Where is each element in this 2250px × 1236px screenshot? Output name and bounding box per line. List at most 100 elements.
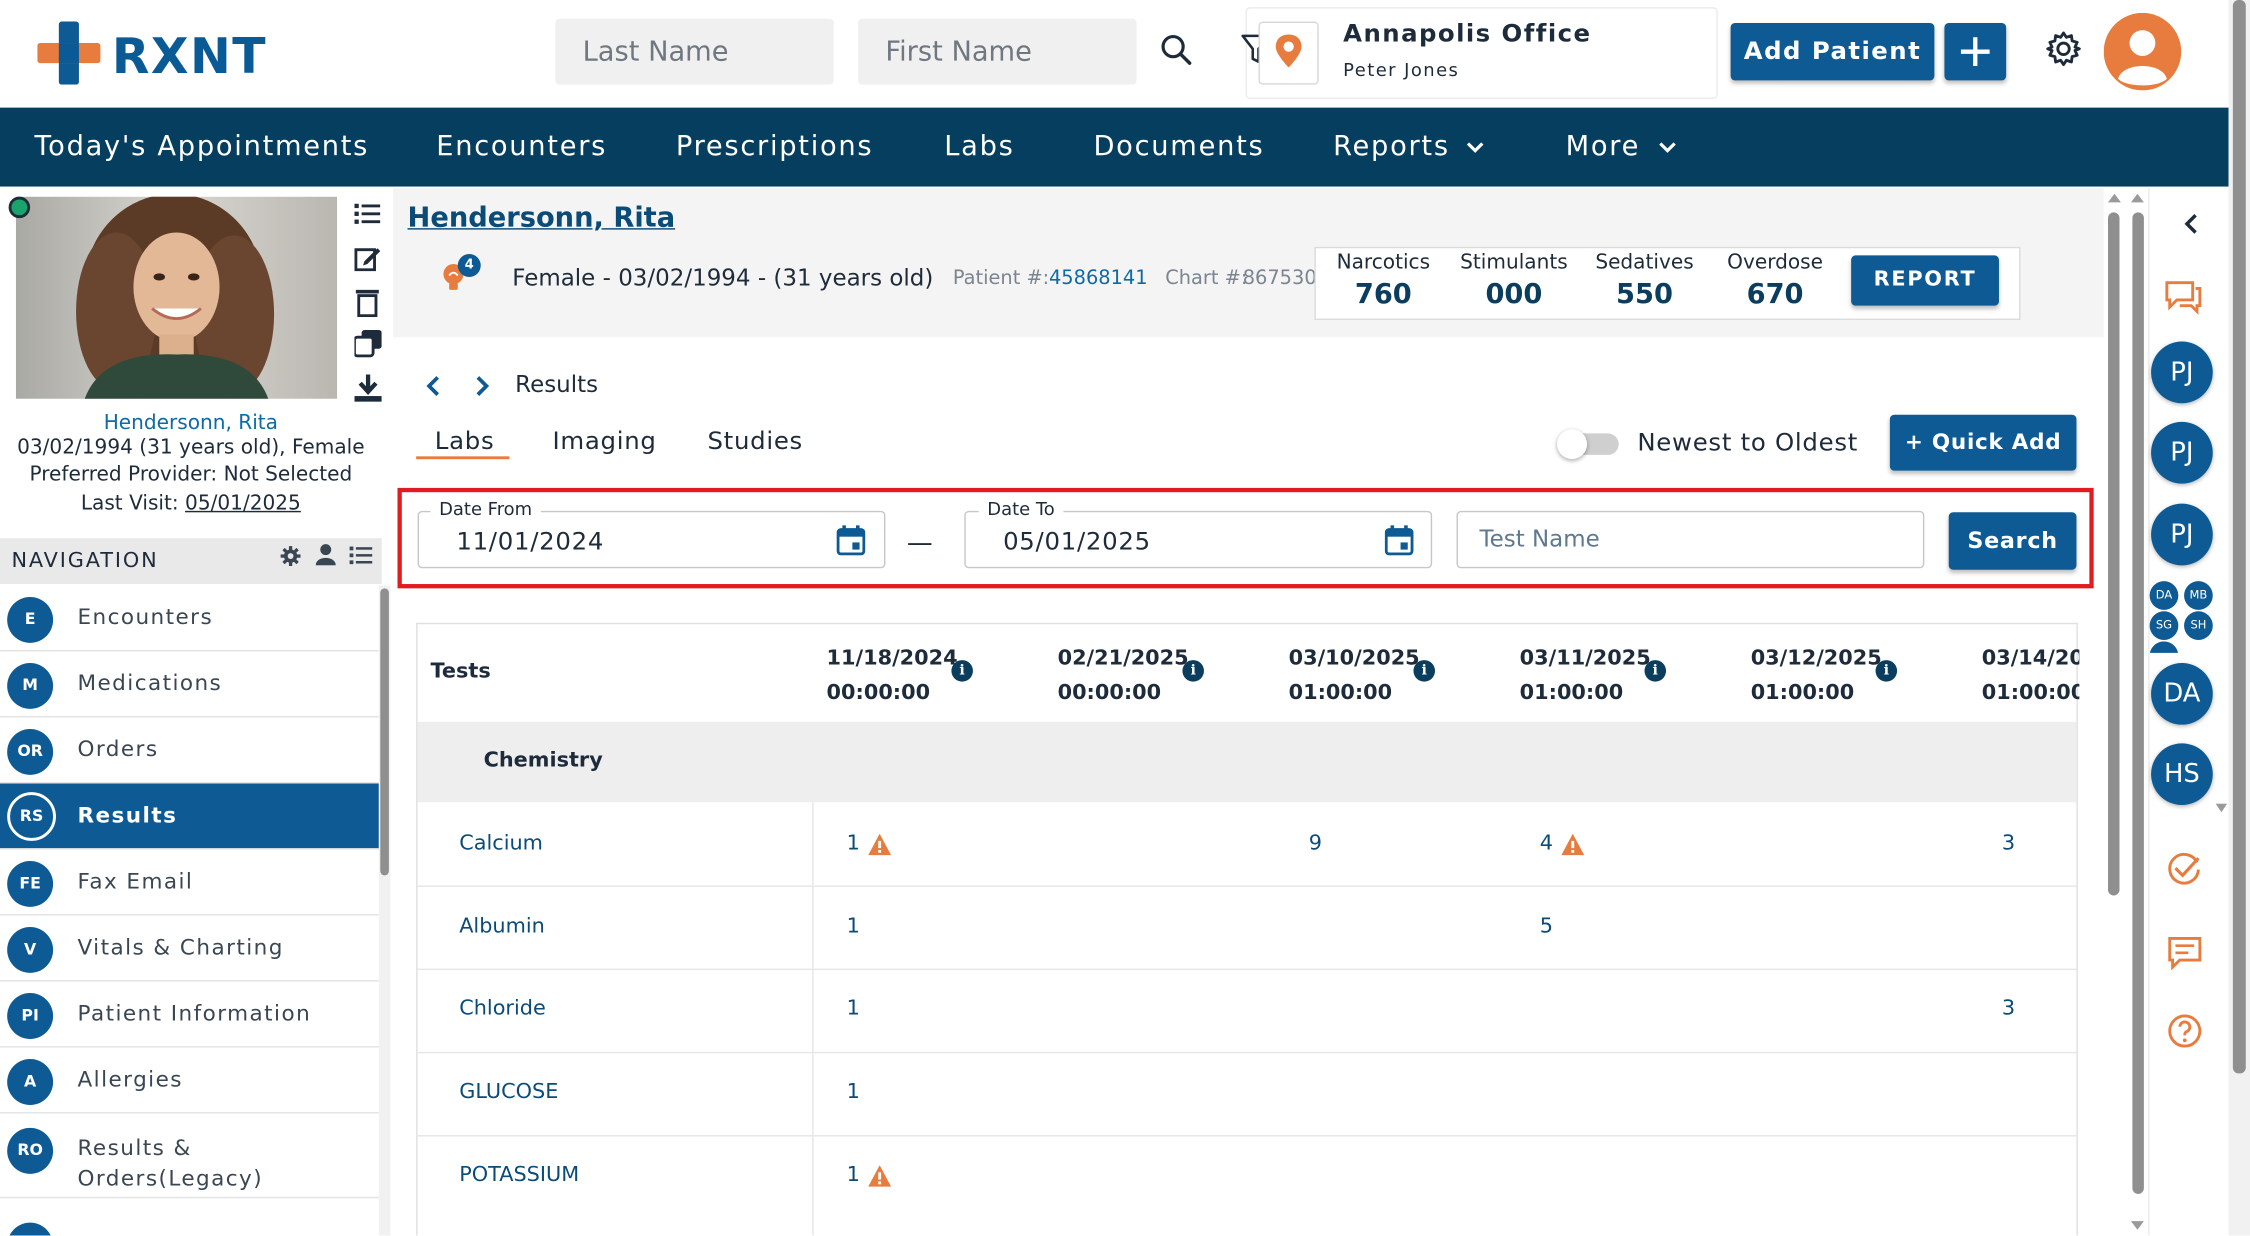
last-name-input[interactable]: Last Name — [555, 18, 834, 85]
sort-toggle-knob[interactable] — [1556, 429, 1588, 460]
add-patient-button[interactable]: Add Patient — [1730, 22, 1935, 81]
result-value[interactable]: 4 — [1539, 832, 1554, 856]
scroll-down-icon[interactable] — [2130, 1220, 2146, 1231]
date-to-value[interactable]: 05/01/2025 — [1003, 528, 1151, 557]
nav-list-icon[interactable] — [349, 545, 373, 565]
info-icon[interactable]: i — [1413, 660, 1435, 682]
nav-reports[interactable]: Reports — [1333, 130, 1450, 163]
nav-documents[interactable]: Documents — [1093, 130, 1265, 163]
scroll-up-icon[interactable] — [2130, 192, 2146, 203]
sidebar-scrollbar[interactable] — [378, 585, 391, 1236]
tab-studies[interactable]: Studies — [707, 427, 803, 457]
download-icon[interactable] — [354, 374, 382, 402]
test-name[interactable]: GLUCOSE — [459, 1080, 559, 1104]
rail-avatar-small[interactable]: DA — [2149, 581, 2179, 610]
info-icon[interactable]: i — [951, 660, 973, 682]
result-value[interactable]: 3 — [2001, 832, 2016, 856]
calendar-icon[interactable] — [836, 525, 866, 556]
nav-prescriptions[interactable]: Prescriptions — [675, 130, 874, 163]
tab-imaging[interactable]: Imaging — [552, 427, 657, 457]
rail-avatar-hs[interactable]: HS — [2151, 743, 2213, 806]
collapse-chevron-icon[interactable] — [2183, 212, 2200, 235]
rail-avatar-da[interactable]: DA — [2151, 662, 2213, 725]
user-avatar[interactable] — [2103, 12, 2182, 91]
sidebar-item-allergies[interactable]: A Allergies — [0, 1048, 379, 1114]
logo[interactable] — [37, 21, 101, 85]
rail-avatar-small[interactable]: MB — [2184, 581, 2213, 610]
result-value[interactable]: 1 — [846, 1080, 860, 1104]
nav-encounters[interactable]: Encounters — [436, 130, 608, 163]
sidebar-item-patient-information[interactable]: PI Patient Information — [0, 982, 379, 1048]
help-icon[interactable] — [2167, 1013, 2203, 1049]
rail-avatar-pj[interactable]: PJ — [2151, 503, 2213, 566]
tab-labs[interactable]: Labs — [434, 427, 495, 457]
test-name[interactable]: Albumin — [459, 915, 545, 939]
result-value[interactable]: 1 — [846, 915, 860, 939]
result-value[interactable]: 1 — [846, 832, 860, 856]
edit-icon[interactable] — [354, 245, 381, 272]
info-icon[interactable]: i — [1644, 660, 1667, 682]
chevron-down-icon[interactable] — [1657, 141, 1677, 155]
result-value[interactable]: 3 — [2001, 997, 2016, 1021]
result-value[interactable]: 1 — [846, 997, 860, 1021]
rail-avatar-pj[interactable]: PJ — [2151, 421, 2213, 484]
sidebar-item-results-orders-legacy[interactable]: RO Results & Orders(Legacy) — [0, 1114, 379, 1199]
calendar-icon[interactable] — [1384, 525, 1414, 556]
sidebar-scroll-thumb[interactable] — [380, 588, 389, 876]
rail-avatar-small[interactable]: SG — [2149, 611, 2179, 641]
main-scroll-thumb[interactable] — [2108, 212, 2120, 896]
sidebar-patient-name-text[interactable]: Hendersonn, Rita — [103, 411, 279, 435]
patient-photo[interactable] — [15, 196, 338, 399]
info-icon[interactable]: i — [1182, 660, 1204, 682]
list-icon[interactable] — [354, 202, 381, 225]
test-name[interactable]: Calcium — [459, 832, 543, 856]
test-name[interactable]: POTASSIUM — [459, 1163, 580, 1187]
patient-num-value[interactable]: 45868141 — [1048, 266, 1148, 290]
nav-settings-icon[interactable] — [280, 545, 302, 567]
nav-todays-appointments[interactable]: Today's Appointments — [34, 130, 370, 163]
message-icon[interactable] — [2167, 936, 2203, 971]
scroll-up-icon[interactable] — [2107, 192, 2123, 203]
sidebar-item-fax-email[interactable]: FE Fax Email — [0, 850, 379, 916]
chevron-right-icon[interactable] — [474, 375, 491, 398]
scroll-down-icon[interactable] — [2215, 803, 2228, 813]
location-pin-icon[interactable] — [1258, 21, 1319, 85]
result-value[interactable]: 9 — [1308, 832, 1322, 856]
result-value[interactable]: 5 — [1539, 915, 1554, 939]
office-selector[interactable] — [1245, 7, 1718, 100]
page-scroll-thumb[interactable] — [2232, 0, 2246, 1074]
nav-labs[interactable]: Labs — [944, 130, 1015, 163]
sidebar-item-encounters[interactable]: E Encounters — [0, 585, 379, 652]
date-from-value[interactable]: 11/01/2024 — [456, 528, 605, 557]
sidebar-item-vitals-charting[interactable]: V Vitals & Charting — [0, 916, 379, 982]
sidebar-item-medications[interactable]: M Medications — [0, 651, 379, 718]
nav-person-icon[interactable] — [315, 544, 336, 566]
trash-icon[interactable] — [354, 288, 380, 318]
date-to-field[interactable] — [964, 510, 1433, 569]
quick-add-button[interactable]: + Quick Add — [1889, 414, 2077, 471]
nav-more[interactable]: More — [1565, 130, 1641, 163]
test-name[interactable]: Chloride — [459, 997, 546, 1021]
search-button[interactable]: Search — [1948, 512, 2077, 570]
copy-icon[interactable] — [354, 330, 382, 358]
rail-avatar-small[interactable]: SH — [2184, 611, 2213, 641]
patient-name-link[interactable]: Hendersonn, Rita — [407, 202, 676, 234]
date-from-field[interactable] — [417, 510, 886, 569]
search-icon[interactable] — [1159, 33, 1193, 67]
check-circle-icon[interactable] — [2165, 851, 2202, 888]
result-value[interactable]: 1 — [846, 1163, 860, 1187]
test-name-input[interactable]: Test Name — [1456, 510, 1925, 569]
chevron-left-icon[interactable] — [425, 375, 442, 398]
add-button[interactable] — [1944, 22, 2007, 81]
gear-icon[interactable] — [2045, 30, 2082, 67]
sidebar-item-orders[interactable]: OR Orders — [0, 718, 379, 784]
first-name-input[interactable]: First Name — [858, 18, 1137, 85]
info-icon[interactable]: i — [1875, 660, 1898, 682]
chat-icon[interactable] — [2163, 276, 2203, 316]
sidebar-patient-name[interactable]: Hendersonn, Rita — [0, 412, 382, 435]
last-visit-date[interactable]: 05/01/2025 — [185, 492, 301, 516]
chevron-down-icon[interactable] — [1465, 141, 1485, 155]
report-button[interactable]: REPORT — [1851, 255, 1999, 306]
rail-scroll-thumb[interactable] — [2132, 212, 2144, 1194]
sidebar-item-results[interactable]: RS Results — [0, 783, 379, 850]
